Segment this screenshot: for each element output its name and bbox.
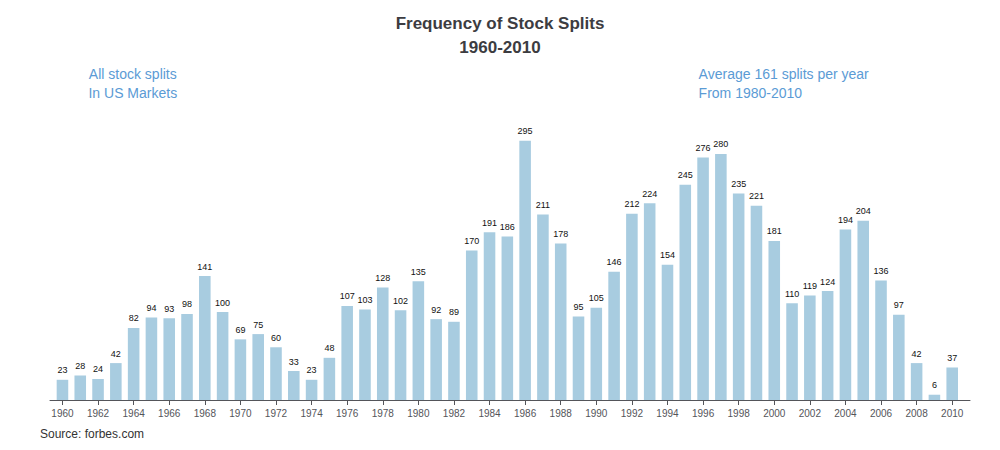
svg-text:1996: 1996 bbox=[692, 408, 715, 419]
svg-text:98: 98 bbox=[182, 299, 192, 309]
svg-text:186: 186 bbox=[500, 222, 515, 232]
svg-text:69: 69 bbox=[235, 325, 245, 335]
svg-text:128: 128 bbox=[375, 273, 390, 283]
svg-text:212: 212 bbox=[624, 199, 639, 209]
svg-text:97: 97 bbox=[894, 300, 904, 310]
svg-text:1988: 1988 bbox=[550, 408, 573, 419]
svg-text:154: 154 bbox=[660, 250, 675, 260]
svg-text:1960: 1960 bbox=[51, 408, 74, 419]
svg-text:24: 24 bbox=[93, 364, 103, 374]
svg-text:Average 161 splits per year: Average 161 splits per year bbox=[699, 66, 870, 82]
svg-text:6: 6 bbox=[932, 380, 937, 390]
svg-text:295: 295 bbox=[518, 126, 533, 136]
svg-text:28: 28 bbox=[75, 361, 85, 371]
svg-text:1984: 1984 bbox=[478, 408, 501, 419]
svg-text:75: 75 bbox=[253, 320, 263, 330]
svg-text:1964: 1964 bbox=[123, 408, 146, 419]
svg-text:204: 204 bbox=[856, 206, 871, 216]
svg-text:194: 194 bbox=[838, 215, 853, 225]
svg-text:1976: 1976 bbox=[336, 408, 359, 419]
svg-text:136: 136 bbox=[874, 266, 889, 276]
svg-text:221: 221 bbox=[749, 191, 764, 201]
svg-text:1960-2010: 1960-2010 bbox=[459, 38, 540, 57]
svg-text:42: 42 bbox=[111, 349, 121, 359]
svg-text:23: 23 bbox=[57, 365, 67, 375]
svg-text:1968: 1968 bbox=[194, 408, 217, 419]
svg-text:1966: 1966 bbox=[158, 408, 181, 419]
svg-text:60: 60 bbox=[271, 333, 281, 343]
svg-text:In US Markets: In US Markets bbox=[88, 85, 177, 101]
svg-text:1982: 1982 bbox=[443, 408, 466, 419]
svg-text:103: 103 bbox=[357, 295, 372, 305]
svg-text:33: 33 bbox=[289, 357, 299, 367]
svg-text:181: 181 bbox=[767, 226, 782, 236]
svg-text:280: 280 bbox=[713, 139, 728, 149]
svg-text:141: 141 bbox=[197, 262, 212, 272]
svg-text:1998: 1998 bbox=[728, 408, 751, 419]
svg-text:1972: 1972 bbox=[265, 408, 288, 419]
svg-text:1992: 1992 bbox=[621, 408, 644, 419]
svg-text:119: 119 bbox=[803, 281, 817, 291]
svg-text:89: 89 bbox=[449, 307, 459, 317]
svg-text:170: 170 bbox=[464, 236, 479, 246]
svg-text:95: 95 bbox=[574, 302, 584, 312]
svg-text:2006: 2006 bbox=[870, 408, 893, 419]
svg-text:37: 37 bbox=[947, 353, 957, 363]
svg-text:146: 146 bbox=[607, 257, 622, 267]
svg-text:110: 110 bbox=[785, 289, 799, 299]
svg-text:1970: 1970 bbox=[229, 408, 252, 419]
svg-text:2000: 2000 bbox=[763, 408, 786, 419]
svg-text:124: 124 bbox=[820, 277, 835, 287]
svg-text:276: 276 bbox=[696, 143, 711, 153]
svg-text:1986: 1986 bbox=[514, 408, 537, 419]
svg-text:224: 224 bbox=[642, 189, 657, 199]
svg-text:1978: 1978 bbox=[372, 408, 395, 419]
svg-text:135: 135 bbox=[411, 267, 426, 277]
svg-text:178: 178 bbox=[553, 229, 568, 239]
svg-text:93: 93 bbox=[164, 304, 174, 314]
svg-text:211: 211 bbox=[536, 200, 550, 210]
svg-text:235: 235 bbox=[731, 179, 746, 189]
svg-text:107: 107 bbox=[340, 291, 355, 301]
svg-text:2004: 2004 bbox=[834, 408, 857, 419]
svg-text:48: 48 bbox=[324, 343, 334, 353]
svg-text:100: 100 bbox=[215, 298, 230, 308]
svg-text:2008: 2008 bbox=[905, 408, 928, 419]
svg-text:1994: 1994 bbox=[656, 408, 679, 419]
svg-text:102: 102 bbox=[393, 296, 408, 306]
svg-text:245: 245 bbox=[678, 170, 693, 180]
svg-text:92: 92 bbox=[431, 305, 441, 315]
svg-text:Source: forbes.com: Source: forbes.com bbox=[40, 427, 144, 441]
svg-text:105: 105 bbox=[589, 293, 604, 303]
svg-text:From 1980-2010: From 1980-2010 bbox=[699, 85, 803, 101]
svg-text:2002: 2002 bbox=[799, 408, 822, 419]
svg-text:82: 82 bbox=[129, 313, 139, 323]
svg-text:All stock splits: All stock splits bbox=[89, 66, 177, 82]
svg-text:94: 94 bbox=[146, 303, 156, 313]
svg-text:1974: 1974 bbox=[300, 408, 323, 419]
svg-text:1990: 1990 bbox=[585, 408, 608, 419]
svg-text:23: 23 bbox=[307, 365, 317, 375]
svg-text:1962: 1962 bbox=[87, 408, 110, 419]
svg-text:2010: 2010 bbox=[941, 408, 964, 419]
svg-text:191: 191 bbox=[482, 218, 497, 228]
svg-text:Frequency of Stock Splits: Frequency of Stock Splits bbox=[396, 14, 605, 33]
svg-text:1980: 1980 bbox=[407, 408, 430, 419]
svg-text:42: 42 bbox=[912, 349, 922, 359]
